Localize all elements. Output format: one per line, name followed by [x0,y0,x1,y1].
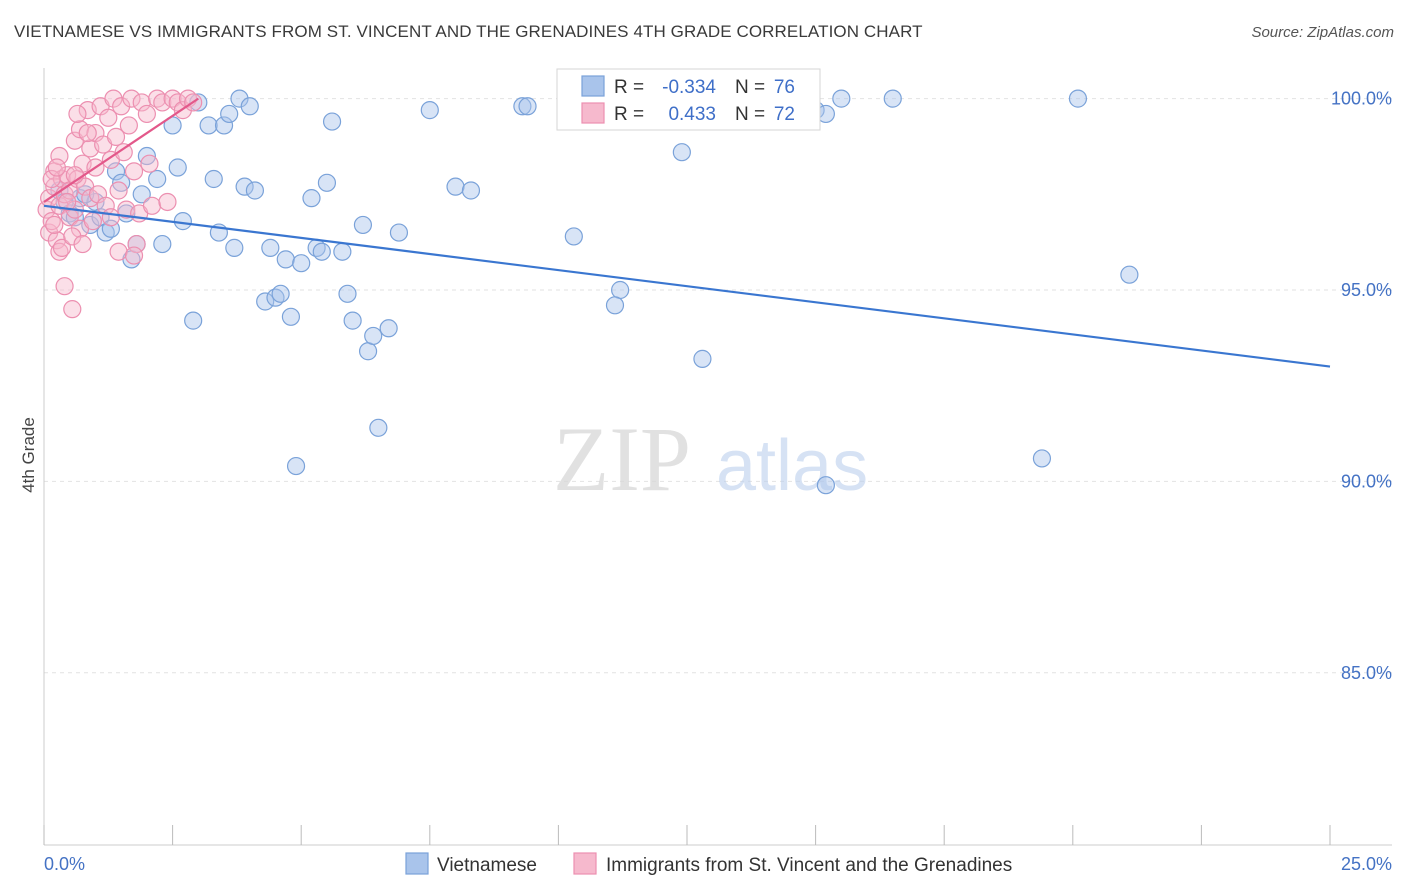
series-legend-label-svg: Immigrants from St. Vincent and the Gren… [606,855,1012,876]
series-legend: Vietnamese Immigrants from St. Vincent a… [405,852,1012,876]
vietnamese-point-38 [271,284,290,303]
vietnamese-point-57 [420,101,439,120]
vietnamese-point-25 [199,116,218,135]
vietnamese-point-33 [240,97,259,116]
vietnamese-point-52 [358,342,378,361]
vietnamese-point-54 [369,418,388,437]
y-axis-label: 4th Grade [19,417,38,493]
series-legend-swatch-pink [573,852,597,875]
stats-legend-n-value-2: 72 [774,104,795,125]
vietnamese-point-59 [461,181,481,200]
vietnamese-point-39 [276,250,295,269]
vietnamese-point-31 [230,89,249,108]
vietnamese-point-41 [286,456,306,476]
chart-title: VIETNAMESE VS IMMIGRANTS FROM ST. VINCEN… [14,22,923,41]
vietnamese-trend-line [43,204,1331,368]
y-tick-label-0: 100.0% [1331,89,1392,109]
vietnamese-point-50 [343,311,362,330]
vietnamese-point-60 [513,97,532,116]
vietnamese-point-11 [106,162,126,181]
watermark: ZIP atlas [553,408,868,510]
vietnamese-point-66 [693,349,712,368]
vietnamese-point-65 [672,143,691,162]
vietnamese-point-29 [220,104,239,124]
series-legend-swatch-blue [405,852,429,875]
series-legend-label-vietnamese: Vietnamese [437,855,537,876]
vietnamese-point-40 [281,307,301,326]
x-tick-label-1: 25.0% [1341,854,1392,874]
vietnamese-point-75 [1120,265,1139,284]
vietnamese-point-42 [292,254,311,273]
stats-legend-swatch-pink [581,102,605,124]
vietnamese-point-19 [153,234,172,254]
stats-legend-n-value-1: 76 [774,77,795,98]
trend-lines [43,97,1331,368]
vietnamese-point-30 [225,238,244,257]
vietnamese-point-72 [883,89,902,108]
vietnamese-point-47 [322,112,342,131]
vietnamese-point-24 [189,93,208,112]
stats-legend-swatch-blue [581,75,605,97]
vietnamese-point-62 [564,227,583,246]
vietnamese-point-58 [446,177,465,196]
stats-legend-r-value-2: 0.433 [668,104,716,125]
y-tick-label-1: 95.0% [1341,280,1392,300]
stats-legend: R = -0.334 N = 76 R = 0.433 N = 72 [556,68,821,131]
vietnamese-point-15 [132,185,151,204]
vietnamese-point-63 [611,280,630,300]
vietnamese-point-45 [312,242,331,261]
vietnamese-point-61 [518,97,537,116]
vietnamese-point-71 [832,89,851,108]
vietnamese-point-22 [173,212,192,231]
stats-legend-r-label-2: R = [614,104,644,125]
vietnamese-point-73 [1032,449,1052,468]
vietnamese-point-23 [184,311,203,330]
stats-legend-r-label-1: R = [614,77,644,98]
axes [43,68,1392,846]
y-tick-label-2: 90.0% [1341,471,1392,491]
vietnamese-point-18 [148,169,167,189]
watermark-zip: ZIP [553,408,691,510]
stats-legend-n-label-2: N = [735,104,765,125]
tick-labels: 100.0% 95.0% 90.0% 85.0% 0.0% 25.0% [44,89,1392,874]
vietnamese-point-56 [389,223,409,242]
stats-legend-n-label-1: N = [735,77,765,98]
vietnamese-point-36 [261,238,280,257]
vietnamese-point-68 [816,476,835,495]
svg-trend-line [43,97,199,203]
vietnamese-point-55 [379,319,398,338]
vietnamese-point-26 [204,169,223,189]
x-tick-label-0: 0.0% [44,854,85,874]
vietnamese-point-28 [214,116,234,135]
y-tick-label-3: 85.0% [1341,663,1392,683]
vietnamese-point-43 [302,189,321,208]
watermark-atlas: atlas [716,426,868,506]
vietnamese-point-48 [333,242,352,261]
vietnamese-point-49 [338,284,357,303]
vietnamese-point-32 [235,177,254,196]
vietnamese-point-34 [245,181,265,200]
series-vietnamese-points [50,89,1139,495]
vietnamese-point-46 [317,173,337,192]
vietnamese-point-21 [168,158,187,177]
vietnamese-point-51 [353,215,373,235]
vietnamese-point-74 [1068,89,1088,108]
vietnamese-point-35 [256,292,275,311]
stats-legend-r-value-1: -0.334 [662,77,716,98]
vietnamese-point-53 [364,326,383,346]
vietnamese-point-64 [605,296,625,315]
chart-source: Source: ZipAtlas.com [1251,24,1394,41]
